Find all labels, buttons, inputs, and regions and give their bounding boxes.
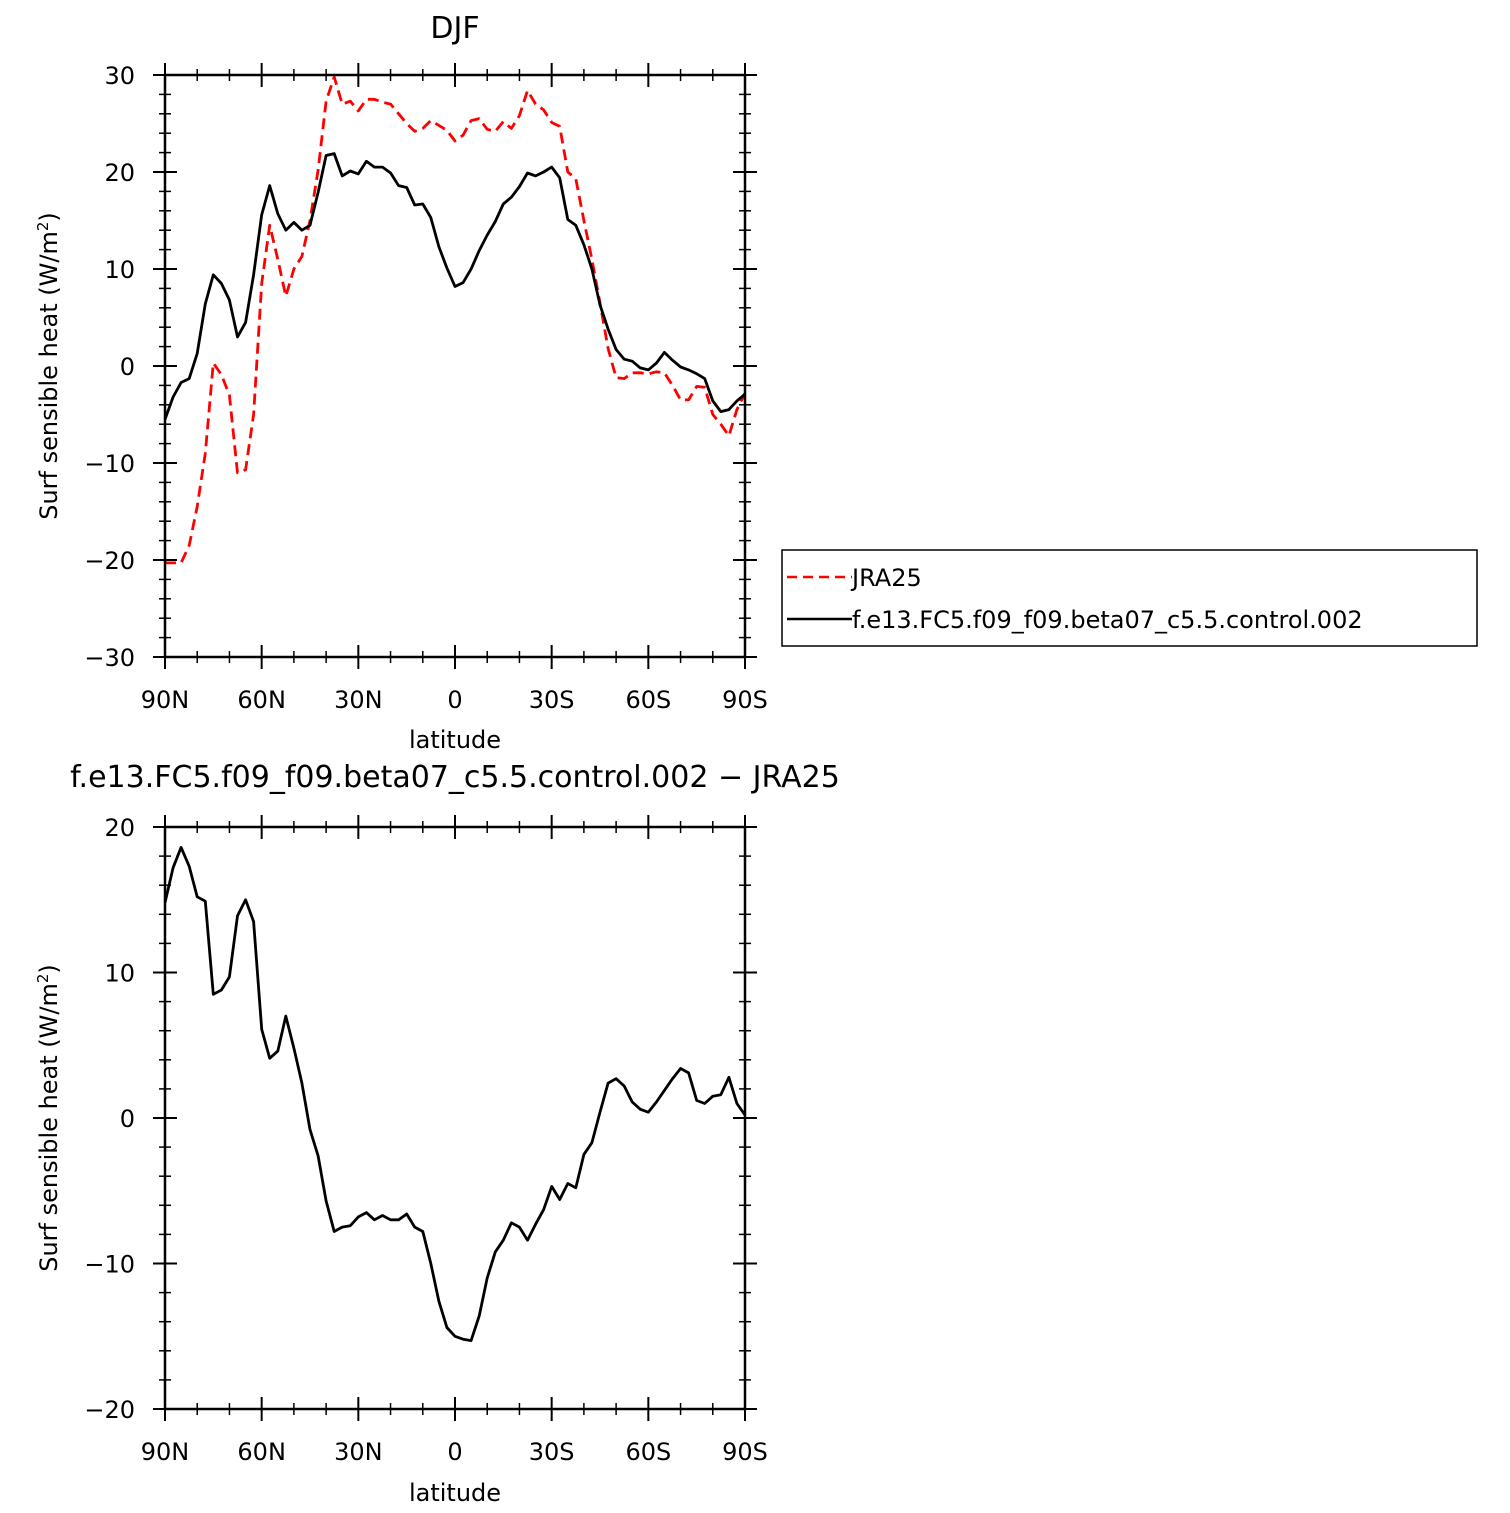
x-tick-label: 60S [625,1438,671,1466]
top-legend: JRA25 f.e13.FC5.f09_f09.beta07_c5.5.cont… [781,549,1478,647]
y-tick-label: 20 [104,814,135,842]
top-y-tick-labels: −30 −20 −10 0 10 20 30 [84,62,135,672]
y-tick-label: −20 [84,1396,135,1424]
top-plot-frame [163,73,747,659]
x-tick-label: 90N [141,1438,190,1466]
y-tick-label: −30 [84,644,135,672]
bottom-series-lines [163,846,747,1342]
legend-label-model: f.e13.FC5.f09_f09.beta07_c5.5.control.00… [852,606,1363,634]
x-tick-label: 0 [447,686,462,714]
top-y-axis-label: Surf sensible heat (W/m2) [34,212,63,520]
legend-box [781,549,1478,647]
series-line-jra25 [165,75,747,565]
bottom-plot-frame [163,825,747,1411]
bottom-chart-panel: f.e13.FC5.f09_f09.beta07_c5.5.control.00… [34,760,840,1507]
y-tick-label: 30 [104,62,135,90]
y-tick-label: 10 [104,256,135,284]
x-tick-label: 60N [237,686,286,714]
bottom-y-tick-labels: −20 −10 0 10 20 [84,814,135,1424]
y-tick-label: 10 [104,960,135,988]
y-tick-label: 0 [120,1105,135,1133]
series-line-model [163,152,746,420]
x-tick-label: 90S [722,1438,768,1466]
top-x-axis-label: latitude [409,726,501,754]
top-chart-title: DJF [430,11,479,46]
y-tick-label: 20 [104,159,135,187]
x-tick-label: 0 [447,1438,462,1466]
y-tick-label: −10 [84,1251,135,1279]
legend-label-jra25: JRA25 [850,564,922,592]
x-tick-label: 90N [141,686,190,714]
y-tick-label: 0 [120,353,135,381]
x-tick-label: 60S [625,686,671,714]
x-tick-label: 30S [529,686,575,714]
y-tick-label: −10 [84,450,135,478]
bottom-y-axis-label: Surf sensible heat (W/m2) [34,964,63,1272]
bottom-chart-title: f.e13.FC5.f09_f09.beta07_c5.5.control.00… [70,760,840,795]
x-tick-label: 60N [237,1438,286,1466]
x-tick-label: 30S [529,1438,575,1466]
top-chart-panel: DJF −30 −20 −10 0 10 20 30 90N 60N 30N 0 30S 60S 90S… [34,11,1478,754]
top-series-lines [163,75,747,565]
x-tick-label: 30N [334,686,383,714]
bottom-x-axis-label: latitude [409,1479,501,1507]
bottom-x-tick-labels: 90N 60N 30N 0 30S 60S 90S [141,1438,768,1466]
x-tick-label: 30N [334,1438,383,1466]
y-tick-label: −20 [84,547,135,575]
x-tick-label: 90S [722,686,768,714]
top-axis-ticks [153,63,757,669]
series-line-difference [163,846,747,1342]
top-x-tick-labels: 90N 60N 30N 0 30S 60S 90S [141,686,768,714]
